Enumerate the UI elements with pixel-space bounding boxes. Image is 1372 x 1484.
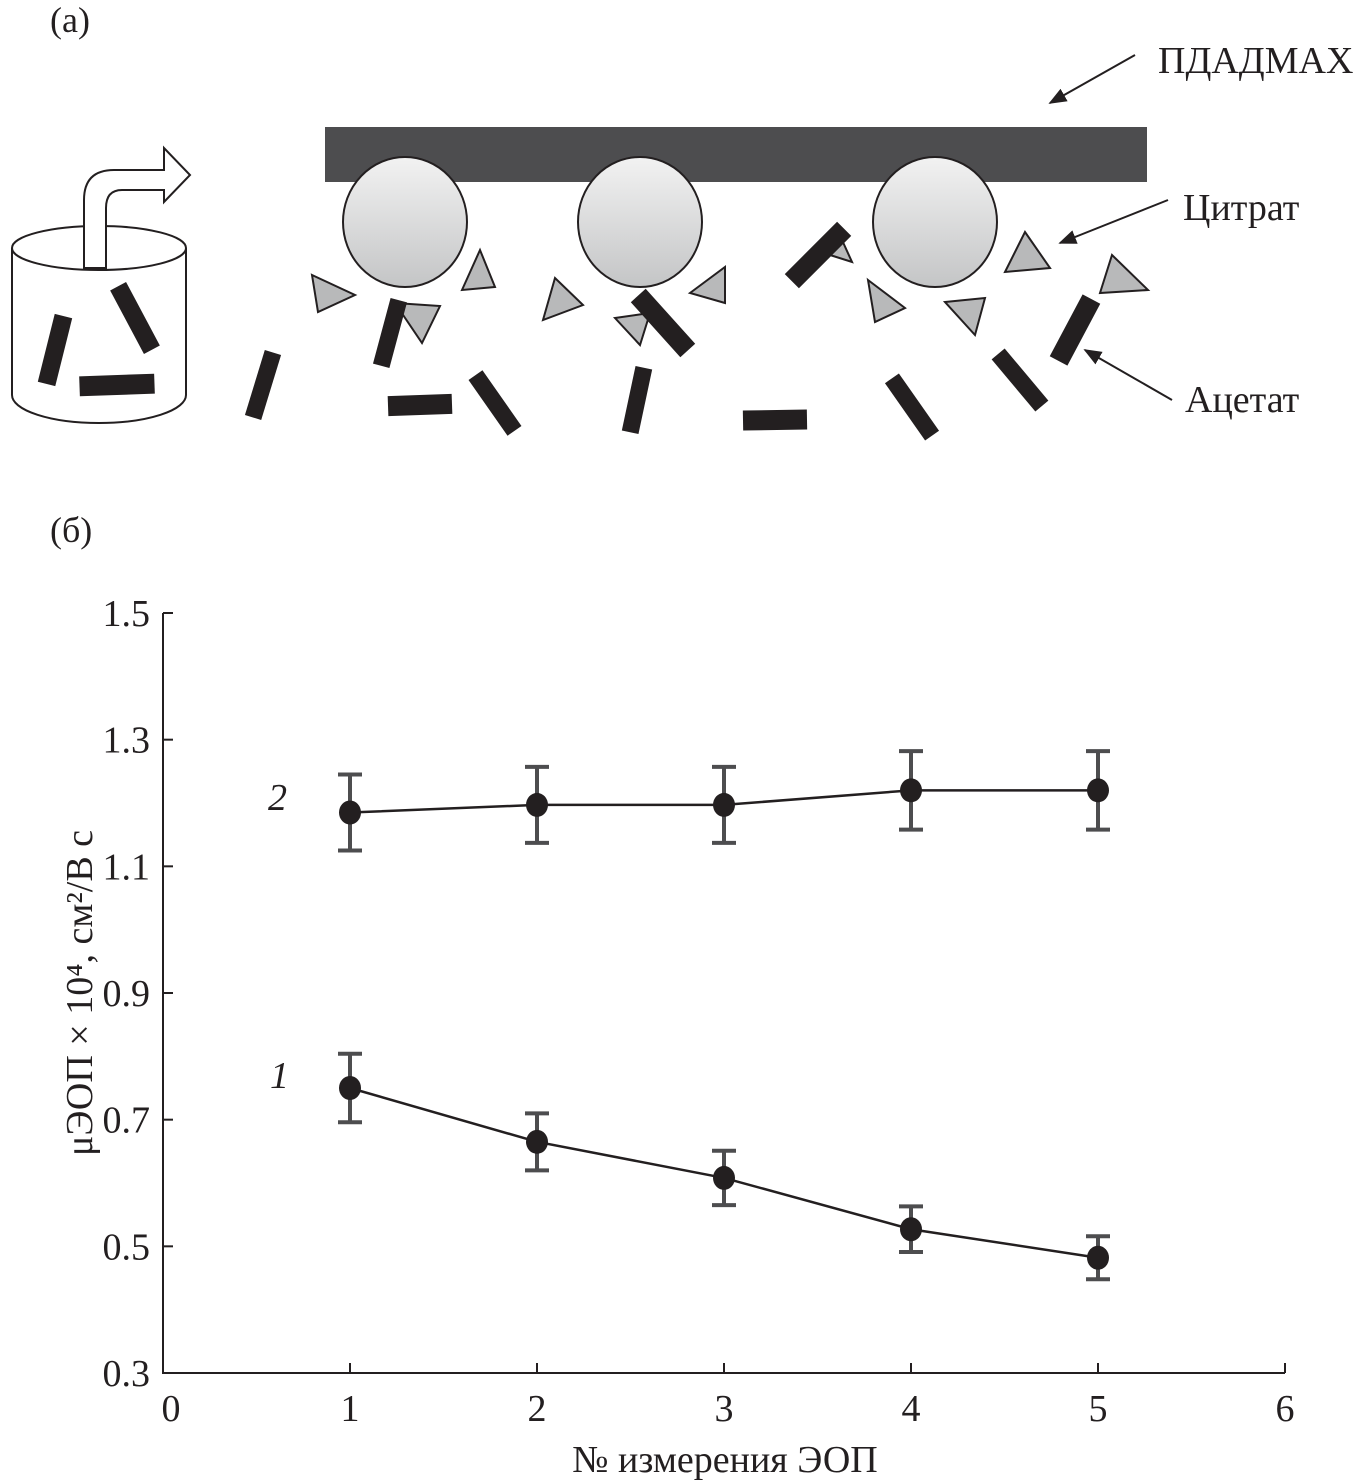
- y-tick-label: 0.9: [103, 973, 151, 1015]
- acetate-ion: [884, 373, 940, 441]
- data-point: [1087, 1245, 1109, 1270]
- citrate-ion: [460, 247, 497, 292]
- y-tick-label: 1.5: [103, 593, 151, 635]
- citrate-pointer-arrow: [1058, 199, 1169, 244]
- y-tick-label: 1.3: [103, 720, 151, 762]
- series-2: [338, 749, 1110, 853]
- citrate-ion: [866, 277, 907, 324]
- data-point: [339, 800, 361, 825]
- citrate-ion: [612, 311, 652, 347]
- citrate-label: Цитрат: [1183, 187, 1300, 229]
- polymer-label: ПДАДМАХ: [1158, 40, 1353, 82]
- acetate-ion: [784, 221, 852, 289]
- y-tick-label: 1.1: [103, 846, 151, 888]
- x-tick-label: 6: [1276, 1388, 1295, 1430]
- acetate-ion: [79, 373, 155, 397]
- citrate-ion: [310, 273, 358, 314]
- acetate-pointer-arrow: [1083, 349, 1173, 401]
- x-tick-label: 5: [1089, 1388, 1108, 1430]
- data-point: [526, 1129, 548, 1154]
- series-label-1: 1: [270, 1055, 289, 1097]
- x-tick-label: 3: [715, 1388, 734, 1430]
- acetate-ion: [621, 365, 653, 435]
- data-point: [713, 792, 735, 817]
- citrate-ion: [541, 276, 585, 322]
- particle: [577, 156, 703, 288]
- citrate-ion: [393, 301, 442, 345]
- particle: [342, 156, 468, 288]
- acetate-ion: [37, 313, 73, 387]
- polymer-pointer-arrow: [1048, 54, 1136, 104]
- panel-b-label: (б): [50, 510, 92, 550]
- y-axis-label: μЭОП × 10⁴, см²/В с: [59, 830, 101, 1156]
- acetate-ion: [110, 281, 160, 355]
- data-point: [900, 778, 922, 803]
- x-axis-label: № измерения ЭОП: [572, 1439, 877, 1481]
- acetate-ion: [468, 370, 522, 436]
- x-tick-label: 4: [902, 1388, 921, 1430]
- y-tick-label: 0.7: [103, 1100, 151, 1142]
- citrate-ion: [942, 296, 987, 338]
- particle: [872, 156, 998, 288]
- acetate-label: Ацетат: [1185, 379, 1300, 421]
- acetate-ion: [630, 288, 696, 358]
- polymer-layer: [325, 127, 1147, 182]
- x-tick-label: 2: [528, 1388, 547, 1430]
- acetate-ion: [991, 348, 1049, 412]
- y-tick-label: 0.3: [103, 1353, 151, 1395]
- data-point: [900, 1217, 922, 1242]
- citrate-ion: [1003, 230, 1052, 274]
- x-tick-label: 1: [341, 1388, 360, 1430]
- acetate-ion: [742, 409, 808, 431]
- acetate-ion: [1049, 294, 1101, 366]
- x-tick-label: 0: [162, 1388, 181, 1430]
- series-1: [338, 1051, 1110, 1282]
- acetate-ion: [244, 350, 282, 420]
- data-point: [1087, 778, 1109, 803]
- adsorption-diagram: ПДАДМАХ Цитрат Ацетат: [11, 40, 1353, 441]
- data-point: [339, 1076, 361, 1100]
- y-tick-label: 0.5: [103, 1226, 151, 1268]
- acetate-ion: [387, 393, 453, 417]
- panel-a-label: (а): [50, 0, 90, 40]
- citrate-ion: [1098, 253, 1151, 295]
- acetate-ion: [372, 297, 408, 369]
- series-label-2: 2: [268, 777, 287, 819]
- citrate-ion: [687, 265, 726, 305]
- data-point: [713, 1165, 735, 1190]
- data-point: [526, 792, 548, 817]
- flow-arrow-icon: [83, 145, 192, 269]
- chart: 0 1 2 3 4 5 6 0.3 0.5 0.7 0.9 1.1 1.3 1.5 2 1 № измер…: [59, 593, 1295, 1481]
